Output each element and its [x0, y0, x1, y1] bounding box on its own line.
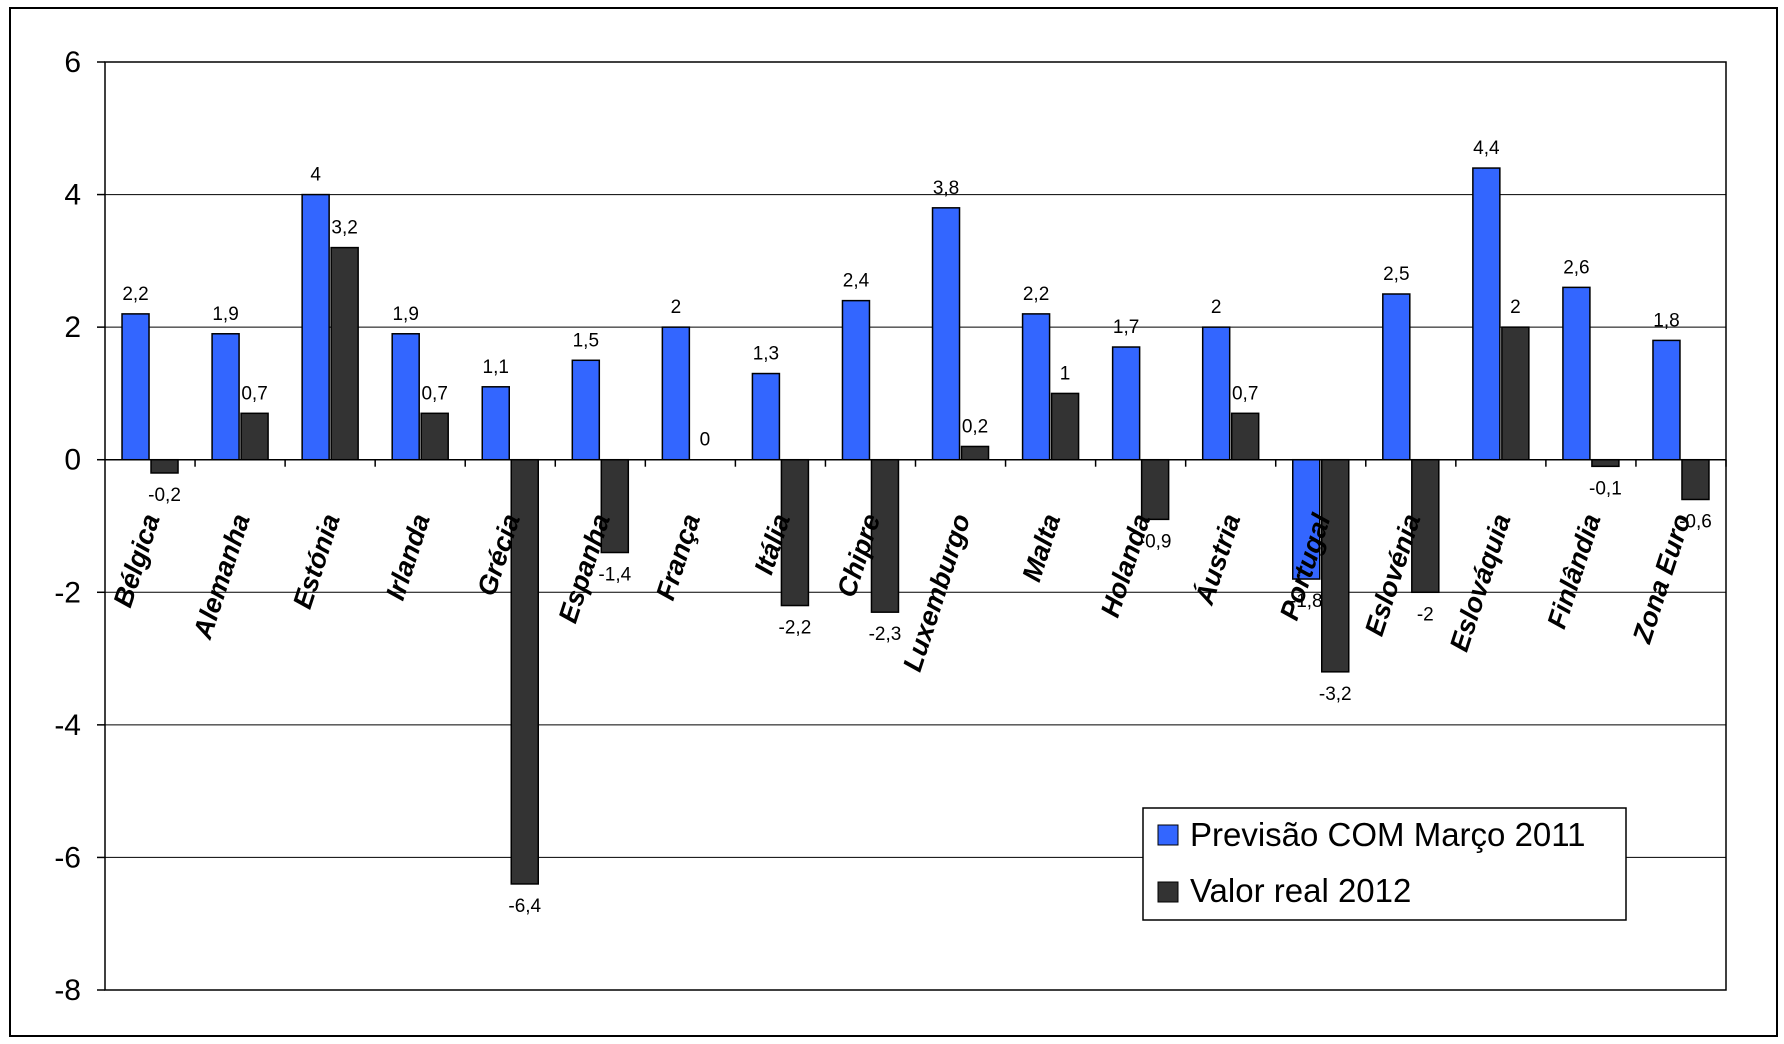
- bar-actual: [1321, 458, 1350, 673]
- data-label-actual: -6,4: [508, 896, 541, 917]
- y-tick-label: 6: [64, 46, 81, 79]
- data-labels: 2,2 -0,2 1,9 0,7 4 3,2 1,9 0,7 1,1 -6,4 1,5 -1,4 2 0 1…: [122, 138, 1712, 917]
- y-tick-label: 2: [64, 311, 81, 344]
- legend-label-actual: Valor real 2012: [1190, 872, 1411, 909]
- data-label-actual: 0,7: [421, 383, 447, 404]
- legend-swatch-forecast: [1157, 824, 1179, 846]
- data-label-forecast: 1,9: [392, 304, 418, 325]
- y-tick-label: -6: [54, 841, 81, 874]
- y-tick-label: -8: [54, 974, 81, 1007]
- bar-actual: [240, 412, 269, 461]
- bar-actual: [1230, 412, 1260, 461]
- bar-forecast: [1382, 293, 1411, 461]
- bar-forecast: [1201, 326, 1231, 461]
- bar-forecast: [481, 386, 510, 461]
- data-label-actual: -0,2: [148, 485, 181, 506]
- data-label-forecast: 2,5: [1383, 264, 1409, 285]
- y-tick-label: 4: [64, 179, 81, 212]
- data-label-forecast: 2: [671, 297, 682, 318]
- bar-forecast: [1292, 458, 1321, 580]
- data-label-forecast: 3,8: [933, 178, 959, 199]
- legend: Previsão COM Março 2011 Valor real 2012: [1142, 807, 1627, 921]
- data-label-actual: -2: [1417, 604, 1434, 625]
- bar-forecast: [1652, 339, 1681, 461]
- bar-forecast: [1111, 346, 1141, 461]
- bar-actual: [1591, 458, 1620, 468]
- bar-forecast: [931, 207, 961, 461]
- bar-forecast: [571, 359, 601, 461]
- data-label-forecast: 1,7: [1113, 317, 1139, 338]
- bar-actual: [510, 458, 539, 885]
- data-label-actual: 2: [1510, 297, 1521, 318]
- bar-actual: [780, 458, 810, 607]
- bar-actual: [600, 458, 630, 554]
- data-label-forecast: 4,4: [1473, 138, 1500, 159]
- y-tick-label: 0: [64, 444, 81, 477]
- data-label-actual: -0,1: [1589, 478, 1622, 499]
- bar-forecast: [301, 193, 330, 461]
- bar-actual: [960, 445, 990, 461]
- data-label-actual: -0,9: [1139, 531, 1172, 552]
- data-label-actual: 0,7: [241, 383, 267, 404]
- legend-label-forecast: Previsão COM Março 2011: [1190, 816, 1586, 853]
- data-label-actual: 0,2: [962, 416, 988, 437]
- bar-actual: [870, 458, 900, 613]
- data-label-forecast: 1,9: [212, 304, 238, 325]
- bar-forecast: [661, 326, 691, 461]
- legend-swatch-actual: [1157, 881, 1179, 903]
- bar-forecast: [121, 313, 150, 461]
- bar-forecast: [751, 372, 781, 461]
- bar-actual: [330, 246, 359, 461]
- y-tick-label: -2: [54, 576, 81, 609]
- data-label-actual: -2,2: [779, 618, 812, 639]
- y-axis-ticks: 6 4 2 0 -2 -4 -6 -8: [54, 46, 105, 1007]
- data-label-forecast: 2,2: [122, 284, 148, 305]
- bar-actual: [1501, 326, 1530, 461]
- bar-forecast: [1021, 313, 1051, 461]
- bar-actual: [1050, 392, 1080, 461]
- bar-forecast: [211, 333, 240, 461]
- bar-forecast: [1562, 286, 1591, 461]
- data-label-forecast: 1,3: [753, 344, 779, 365]
- bar-actual: [420, 412, 449, 461]
- data-label-forecast: 2,2: [1023, 284, 1049, 305]
- data-label-forecast: 2,4: [843, 271, 870, 292]
- data-label-actual: -2,3: [869, 624, 902, 645]
- data-label-actual: 0: [700, 430, 711, 451]
- data-label-forecast: -1,8: [1290, 591, 1323, 612]
- bar-actual: [150, 458, 179, 474]
- data-label-actual: -0,6: [1679, 511, 1712, 532]
- data-label-forecast: 1,5: [573, 330, 599, 351]
- bar-actual: [1681, 458, 1710, 501]
- bar-forecast: [391, 333, 420, 461]
- data-label-actual: -3,2: [1319, 684, 1352, 705]
- legend-box: [1142, 807, 1627, 921]
- data-label-forecast: 1,1: [483, 357, 509, 378]
- data-label-actual: -1,4: [598, 565, 631, 586]
- plot-area-border: [104, 61, 1727, 991]
- data-label-forecast: 1,8: [1653, 310, 1679, 331]
- data-label-forecast: 2,6: [1563, 257, 1589, 278]
- data-label-forecast: 2: [1211, 297, 1222, 318]
- bar-forecast: [1472, 167, 1501, 461]
- bar-actual: [1140, 458, 1170, 521]
- data-label-forecast: 4: [310, 165, 321, 186]
- data-label-actual: 1: [1060, 363, 1071, 384]
- bar-forecast: [841, 299, 871, 461]
- y-tick-label: -4: [54, 709, 81, 742]
- data-label-actual: 3,2: [331, 218, 357, 239]
- data-label-actual: 0,7: [1232, 383, 1258, 404]
